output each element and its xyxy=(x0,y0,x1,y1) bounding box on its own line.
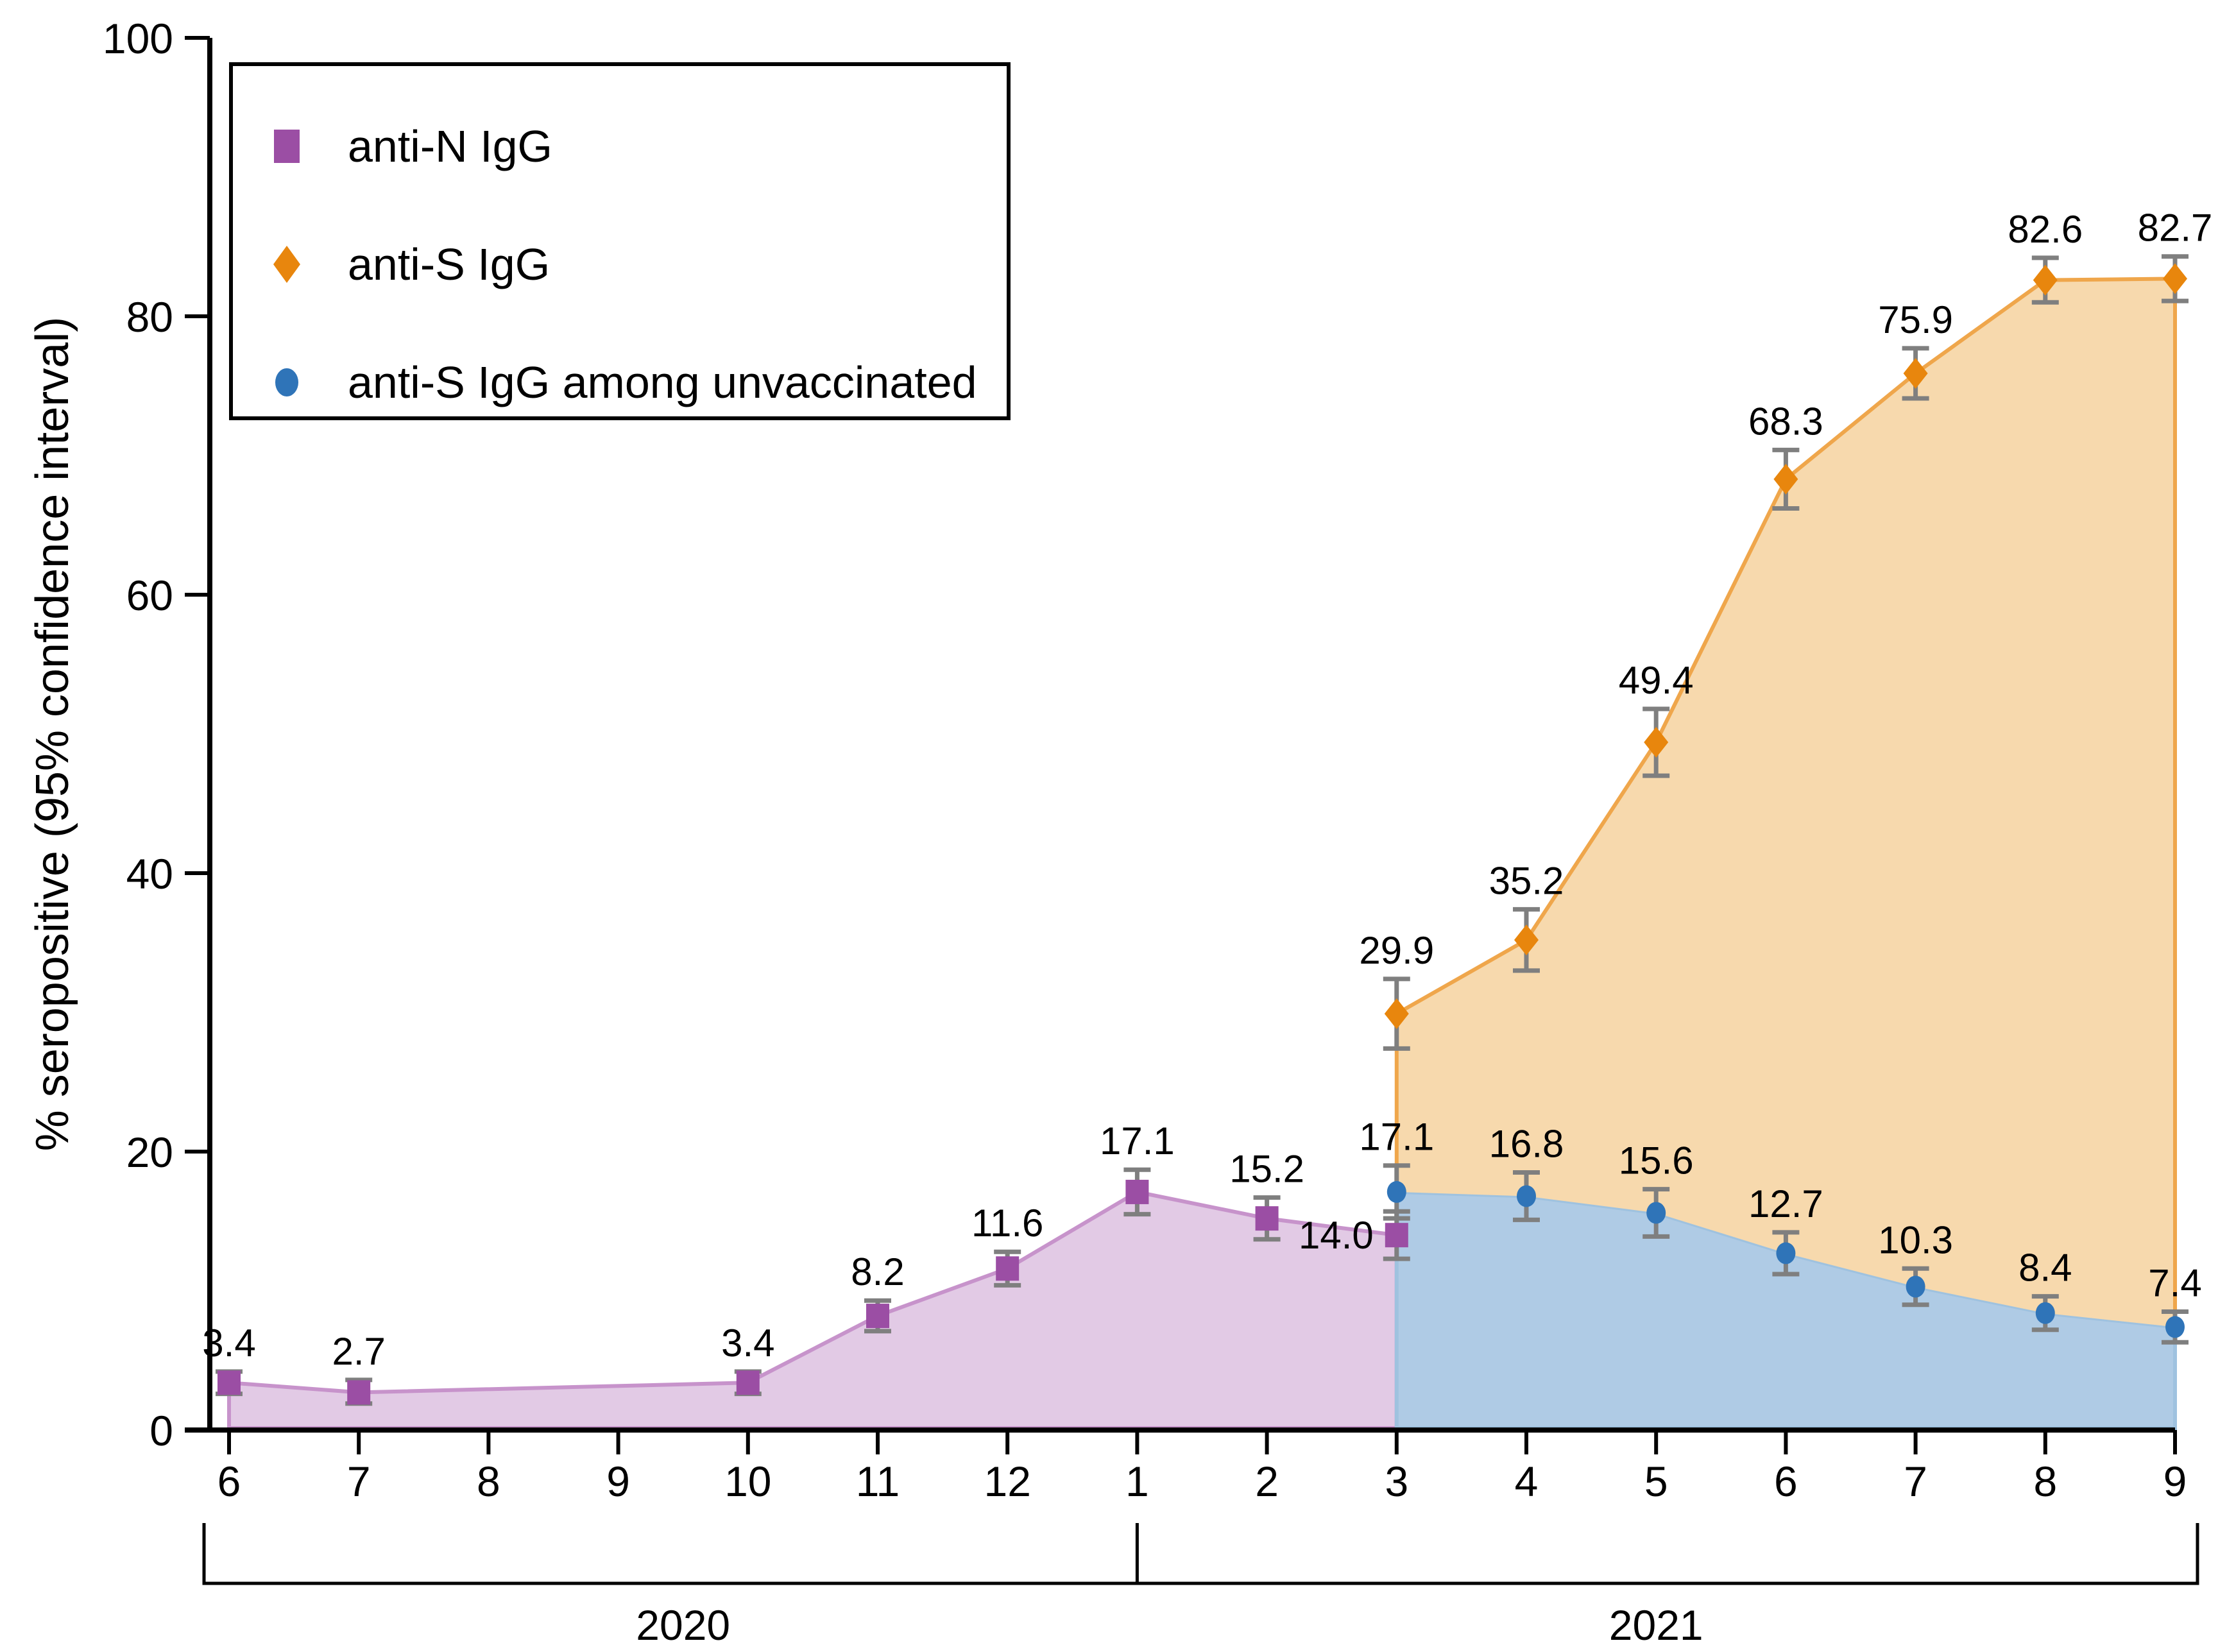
x-tick-label: 8 xyxy=(2033,1458,2057,1505)
data-label: 82.6 xyxy=(2008,208,2083,251)
circle-marker xyxy=(1387,1180,1406,1203)
diamond-marker xyxy=(1773,463,1798,495)
y-tick-label: 60 xyxy=(126,572,173,619)
error-bars-circle xyxy=(1383,1163,2189,1345)
x-tick-label: 9 xyxy=(2163,1458,2187,1505)
data-label: 35.2 xyxy=(1489,859,1564,902)
x-tick-label: 9 xyxy=(606,1458,630,1505)
data-label: 8.2 xyxy=(851,1250,904,1293)
x-tick-label: 6 xyxy=(218,1458,241,1505)
circle-marker xyxy=(1517,1185,1536,1207)
area-anti-n-igg xyxy=(227,1189,1399,1430)
areas xyxy=(227,277,2177,1430)
x-tick-label: 4 xyxy=(1515,1458,1539,1505)
circle-marker xyxy=(2035,1302,2055,1324)
year-label-2021: 2021 xyxy=(1609,1601,1703,1649)
square-marker-icon xyxy=(274,130,300,163)
circle-marker xyxy=(1906,1275,1925,1298)
data-label: 12.7 xyxy=(1748,1182,1823,1225)
markers-circle xyxy=(1387,1180,2185,1338)
x-tick-label: 3 xyxy=(1385,1458,1408,1505)
data-label: 16.8 xyxy=(1489,1123,1564,1166)
data-label: 2.7 xyxy=(332,1330,385,1373)
x-tick-label: 6 xyxy=(1774,1458,1798,1505)
markers-diamond xyxy=(1384,263,2187,1030)
x-tick-label: 7 xyxy=(347,1458,371,1505)
diamond-marker xyxy=(2163,263,2187,294)
data-label: 3.4 xyxy=(202,1322,255,1365)
data-label: 49.4 xyxy=(1619,659,1694,702)
diamond-marker xyxy=(2033,264,2058,296)
markers-square xyxy=(218,1179,1408,1405)
square-marker xyxy=(1125,1179,1149,1204)
square-marker xyxy=(347,1380,371,1405)
legend-item-anti-n-igg: anti-N IgG xyxy=(274,121,552,171)
x-tick-label: 10 xyxy=(724,1458,771,1505)
x-tick-label: 1 xyxy=(1125,1458,1149,1505)
x-tick-label: 12 xyxy=(984,1458,1030,1505)
data-label: 15.6 xyxy=(1619,1139,1694,1182)
legend-item-anti-s-igg-unvaccinated: anti-S IgG among unvaccinated xyxy=(275,357,977,407)
square-marker xyxy=(736,1370,760,1395)
legend-label-anti-n-igg: anti-N IgG xyxy=(348,121,552,171)
x-tick-label: 7 xyxy=(1904,1458,1927,1505)
data-label: 11.6 xyxy=(971,1202,1043,1245)
y-tick-label: 20 xyxy=(126,1128,173,1176)
square-marker xyxy=(996,1256,1020,1281)
y-tick-label: 100 xyxy=(103,15,173,62)
legend-box xyxy=(229,62,1011,420)
y-tick-label: 80 xyxy=(126,293,173,341)
square-marker xyxy=(1255,1206,1279,1231)
diamond-marker-icon xyxy=(273,246,300,283)
y-tick-label: 0 xyxy=(149,1407,173,1454)
data-label: 75.9 xyxy=(1878,298,1953,341)
data-label: 7.4 xyxy=(2148,1262,2201,1305)
circle-marker xyxy=(1776,1242,1796,1265)
data-label: 3.4 xyxy=(721,1322,774,1365)
data-label: 17.1 xyxy=(1100,1120,1175,1162)
data-labels-circle: 17.1 16.8 15.6 12.7 10.3 8.4 7.4 xyxy=(1359,1116,2201,1305)
data-label: 8.4 xyxy=(2018,1247,2072,1290)
year-label-2020: 2020 xyxy=(636,1601,730,1649)
x-tick-label: 8 xyxy=(477,1458,500,1505)
x-tick-label: 5 xyxy=(1644,1458,1668,1505)
legend-label-anti-s-igg: anti-S IgG xyxy=(348,239,550,289)
data-labels-diamond: 29.9 35.2 49.4 68.3 75.9 82.6 82.7 xyxy=(1359,207,2212,972)
x-tick-label: 11 xyxy=(856,1458,900,1505)
data-label: 82.7 xyxy=(2138,207,2213,250)
diamond-marker xyxy=(1644,727,1669,758)
legend-label-anti-s-igg-unvaccinated: anti-S IgG among unvaccinated xyxy=(348,357,977,407)
data-label: 15.2 xyxy=(1229,1148,1304,1191)
circle-marker-icon xyxy=(275,368,298,396)
data-label: 17.1 xyxy=(1359,1116,1434,1159)
square-marker xyxy=(866,1304,889,1329)
y-axis-title: % seropositive (95% confidence interval) xyxy=(27,317,78,1152)
data-label: 10.3 xyxy=(1878,1218,1953,1261)
circle-marker xyxy=(1646,1202,1666,1224)
diamond-marker xyxy=(1384,998,1409,1030)
square-marker xyxy=(218,1370,241,1395)
data-label: 68.3 xyxy=(1748,400,1823,443)
x-tick-label: 2 xyxy=(1255,1458,1279,1505)
diamond-marker xyxy=(1514,924,1539,956)
year-bracket xyxy=(202,1523,2199,1585)
y-tick-label: 40 xyxy=(126,850,173,898)
legend: anti-N IgG anti-S IgG anti-S IgG among u… xyxy=(229,62,1011,420)
circle-marker xyxy=(2165,1316,2185,1338)
data-label: 14.0 xyxy=(1299,1214,1374,1257)
legend-item-anti-s-igg: anti-S IgG xyxy=(273,239,550,289)
data-labels-square: 3.4 2.7 3.4 8.2 11.6 17.1 15.2 14.0 xyxy=(202,1120,1374,1373)
square-marker xyxy=(1385,1223,1408,1248)
area-anti-s-igg xyxy=(1396,278,2175,1327)
data-label: 29.9 xyxy=(1359,929,1434,972)
diamond-marker xyxy=(1903,357,1928,389)
